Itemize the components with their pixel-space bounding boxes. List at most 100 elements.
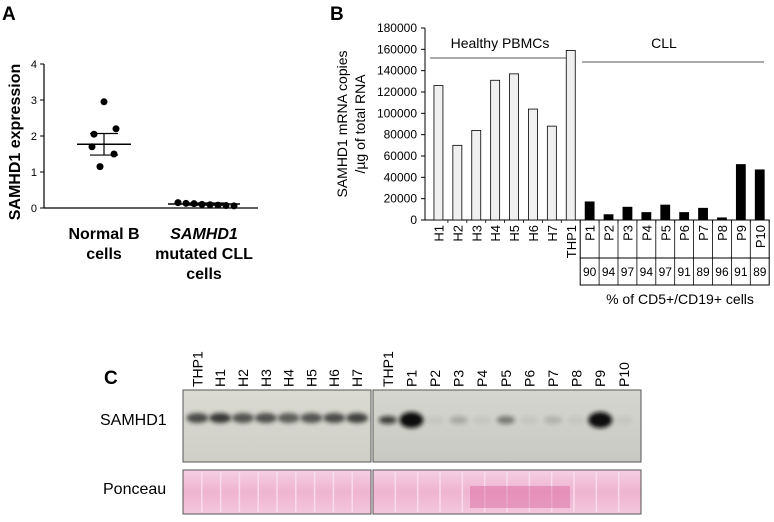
blot-band xyxy=(277,413,300,423)
blot-band xyxy=(323,413,346,423)
blot-band xyxy=(209,413,232,423)
percent-cell: 96 xyxy=(715,265,729,279)
x-label-p2: P2 xyxy=(602,225,617,241)
panel-a-y-tick-label: 0 xyxy=(31,203,37,215)
panel-b-y-tick-label: 60000 xyxy=(384,149,418,163)
blot-band xyxy=(426,416,444,424)
bar-p3 xyxy=(622,206,633,221)
blot-band xyxy=(300,413,323,423)
panel-a-y-tick-label: 3 xyxy=(31,95,37,107)
bar-thp1 xyxy=(565,50,576,221)
x-label-h2: H2 xyxy=(450,225,465,242)
bar-h2 xyxy=(452,144,463,221)
panel-a-data-point xyxy=(112,125,120,133)
panel-b-y-tick-label: 140000 xyxy=(377,64,417,78)
x-label-h3: H3 xyxy=(469,225,484,242)
lane-label-right: P1 xyxy=(403,370,419,387)
panel-b-y-axis-label-line2: /µg of total RNA xyxy=(352,74,368,174)
x-label-p5: P5 xyxy=(658,225,673,241)
lane-label-left: H1 xyxy=(212,369,228,387)
blot-band xyxy=(544,416,562,424)
panel-a-group2-label-line2: mutated CLL xyxy=(155,246,253,263)
panel-a-data-point xyxy=(90,130,98,138)
bar-h3 xyxy=(471,129,482,221)
lane-label-left: H4 xyxy=(281,369,297,387)
percent-cell: 94 xyxy=(640,265,654,279)
x-label-h5: H5 xyxy=(507,225,522,242)
panel-label-a: A xyxy=(2,4,16,25)
blot-band xyxy=(473,416,492,424)
panel-a-group2-label-line3: cells xyxy=(186,266,222,283)
bar-p9 xyxy=(735,164,746,221)
blot-left-panel xyxy=(182,389,372,463)
blot-band xyxy=(399,412,424,428)
lane-label-left: THP1 xyxy=(189,351,205,387)
panel-a-y-axis-label: SAMHD1 expression xyxy=(7,64,24,221)
lane-label-right: P5 xyxy=(498,370,514,387)
panel-a-group2-label-line1: SAMHD1 xyxy=(170,226,238,243)
panel-b-y-tick-label: 100000 xyxy=(377,106,417,120)
lane-label-left: H3 xyxy=(258,369,274,387)
blot-row-label-ponceau: Ponceau xyxy=(103,481,166,498)
percent-cell: 90 xyxy=(583,265,597,279)
bar-h1 xyxy=(433,85,444,221)
blot-band xyxy=(449,416,468,424)
panel-a-scatter: SAMHD1 expression 0 1 2 3 4 Normal B cells S… xyxy=(7,59,258,283)
panel-a-group1-label-line1: Normal B xyxy=(68,226,139,243)
panel-b-cll-header: CLL xyxy=(651,35,677,51)
blot-band xyxy=(232,413,254,423)
lane-label-right: P4 xyxy=(474,370,490,387)
bar-p1 xyxy=(584,201,595,221)
blot-band xyxy=(614,416,633,424)
percent-cell: 97 xyxy=(659,265,673,279)
x-label-p8: P8 xyxy=(715,225,730,241)
percent-cell: 97 xyxy=(621,265,635,279)
bar-h6 xyxy=(528,108,538,221)
lane-label-left: H2 xyxy=(235,369,251,387)
x-label-h7: H7 xyxy=(545,225,560,242)
blot-band xyxy=(378,416,397,424)
blot-band xyxy=(588,412,613,428)
panel-a-data-point xyxy=(174,199,182,207)
panel-b-healthy-header: Healthy PBMCs xyxy=(451,35,550,51)
x-label-h1: H1 xyxy=(431,225,446,242)
panel-b-y-tick-label: 120000 xyxy=(377,85,417,99)
x-label-p4: P4 xyxy=(639,225,654,241)
panel-b-y-tick-label: 0 xyxy=(410,213,417,227)
bar-p4 xyxy=(641,212,652,221)
lane-label-right: P7 xyxy=(545,370,561,387)
panel-b-y-tick-label: 40000 xyxy=(384,170,418,184)
panel-b-y-tick-label: 180000 xyxy=(377,21,417,35)
percent-cell: 89 xyxy=(696,265,710,279)
bar-p6 xyxy=(679,212,690,221)
blot-band xyxy=(520,416,539,424)
panel-c-western-blot: THP1 H1 H2 H3 H4 H5 H6 H7 THP1 P1 P2 P3 P4 P5 P6 P7 P8 P9… xyxy=(100,351,642,515)
panel-a-data-point xyxy=(100,98,108,106)
blot-band xyxy=(567,416,586,424)
panel-a-y-tick-label: 4 xyxy=(31,59,37,71)
blot-row-label-samhd1: SAMHD1 xyxy=(100,412,167,429)
panel-b-y-tick-label: 160000 xyxy=(377,42,417,56)
blot-band xyxy=(254,413,277,423)
percent-cell: 89 xyxy=(753,265,767,279)
percent-cell: 91 xyxy=(677,265,691,279)
lane-label-left: H7 xyxy=(349,369,365,387)
panel-label-b: B xyxy=(330,4,344,25)
panel-b-y-axis-label-line1: SAMHD1 mRNA copies xyxy=(334,50,350,197)
lane-label-right: THP1 xyxy=(380,351,396,387)
bar-h5 xyxy=(509,73,519,221)
lane-label-right: P10 xyxy=(616,362,632,387)
panel-b-percent-label: % of CD5+/CD19+ cells xyxy=(606,291,754,307)
lane-label-right: P6 xyxy=(521,370,537,387)
panel-a-data-point xyxy=(96,163,104,171)
bar-p10 xyxy=(754,169,765,221)
panel-a-y-tick-label: 1 xyxy=(31,167,37,179)
lane-label-right: P3 xyxy=(451,370,467,387)
blot-band xyxy=(186,413,209,423)
x-label-p1: P1 xyxy=(583,225,598,241)
lane-label-right: P9 xyxy=(592,370,608,387)
panel-a-data-point xyxy=(88,143,96,151)
ponceau-dark-region xyxy=(470,486,570,508)
lane-label-right: P8 xyxy=(569,370,585,387)
panel-a-group1-label-line2: cells xyxy=(86,246,122,263)
